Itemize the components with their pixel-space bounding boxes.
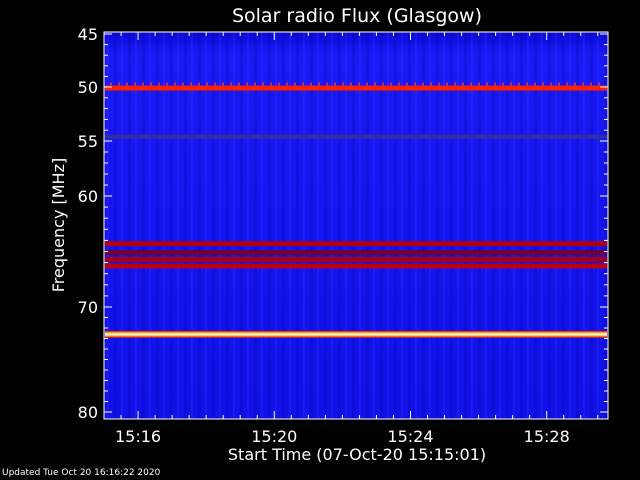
emission-band: [105, 330, 607, 338]
band-speckle: [182, 82, 184, 86]
y-tick-label: 70: [78, 298, 98, 317]
band-speckle: [342, 82, 344, 86]
band-speckle: [566, 82, 568, 86]
band-speckle: [558, 82, 560, 86]
band-speckle: [550, 82, 552, 86]
band-speckle: [166, 82, 168, 86]
band-speckle: [158, 82, 160, 86]
emission-bands: [105, 82, 607, 338]
emission-band: [105, 250, 607, 256]
band-speckle: [230, 82, 232, 86]
y-axis-label: Frequency [MHz]: [49, 158, 68, 292]
band-speckle: [302, 82, 304, 86]
band-speckle: [590, 82, 592, 86]
band-speckle: [198, 82, 200, 86]
band-speckle: [142, 82, 144, 86]
band-speckle: [318, 82, 320, 86]
band-speckle: [526, 82, 528, 86]
band-speckle: [134, 82, 136, 86]
emission-band: [105, 134, 607, 139]
band-speckle: [126, 82, 128, 86]
chart-title-text: Solar radio Flux (Glasgow): [232, 5, 482, 27]
updated-timestamp: Updated Tue Oct 20 16:16:22 2020: [2, 468, 161, 478]
band-speckle: [406, 82, 408, 86]
band-speckle: [278, 82, 280, 86]
band-speckle: [174, 82, 176, 86]
band-speckle: [534, 82, 536, 86]
band-speckle: [110, 82, 112, 86]
band-speckle: [270, 82, 272, 86]
x-axis-ticks: 15:16 15:20 15:24 15:28: [115, 32, 599, 446]
y-tick-label: 60: [78, 187, 98, 206]
band-speckle: [374, 82, 376, 86]
y-tick-label: 45: [78, 25, 98, 44]
band-speckle: [430, 82, 432, 86]
band-speckle: [222, 82, 224, 86]
band-speckle: [326, 82, 328, 86]
plot-area: [104, 32, 608, 419]
band-speckle: [358, 82, 360, 86]
band-speckle: [462, 82, 464, 86]
band-speckle: [518, 82, 520, 86]
band-speckle: [286, 82, 288, 86]
band-speckle: [206, 82, 208, 86]
band-speckle: [414, 82, 416, 86]
x-axis-label: Start Time (07-Oct-20 15:15:01): [228, 445, 486, 464]
band-speckle: [254, 82, 256, 86]
band-speckle: [598, 82, 600, 86]
band-speckle: [238, 82, 240, 86]
band-speckle: [502, 82, 504, 86]
band-speckle: [294, 82, 296, 86]
band-speckle: [310, 82, 312, 86]
emission-band: [105, 85, 607, 91]
band-speckle: [574, 82, 576, 86]
band-speckle: [150, 82, 152, 86]
band-speckle: [350, 82, 352, 86]
y-axis-ticks: 45 50 55 60 70 80: [78, 25, 608, 422]
y-tick-label: 50: [78, 78, 98, 97]
x-tick-label: 15:20: [251, 427, 297, 446]
emission-band: [105, 241, 607, 247]
y-tick-label: 55: [78, 132, 98, 151]
chart-title: Solar radio Flux (Glasgow): [232, 5, 482, 27]
band-speckle: [246, 82, 248, 86]
band-speckle: [470, 82, 472, 86]
band-speckle: [390, 82, 392, 86]
band-speckle: [510, 82, 512, 86]
emission-band: [105, 256, 607, 262]
band-speckle: [398, 82, 400, 86]
band-speckle: [382, 82, 384, 86]
band-speckle: [582, 82, 584, 86]
band-speckle: [438, 82, 440, 86]
band-speckle: [118, 82, 120, 86]
band-speckle: [478, 82, 480, 86]
emission-band: [105, 263, 607, 269]
band-speckle: [446, 82, 448, 86]
band-speckle: [262, 82, 264, 86]
band-speckle: [334, 82, 336, 86]
y-tick-label: 80: [78, 403, 98, 422]
band-speckle: [486, 82, 488, 86]
x-tick-label: 15:16: [115, 427, 161, 446]
vertical-texture: [104, 32, 608, 419]
x-tick-label: 15:28: [524, 427, 570, 446]
x-tick-label: 15:24: [387, 427, 433, 446]
band-speckle: [454, 82, 456, 86]
band-speckle: [494, 82, 496, 86]
band-speckle: [214, 82, 216, 86]
plot-frame: [103, 31, 609, 420]
band-speckle: [542, 82, 544, 86]
band-speckle: [422, 82, 424, 86]
band-speckle: [190, 82, 192, 86]
band-speckle: [366, 82, 368, 86]
axes: 45 50 55 60 70 80 15:16 15:20 15:24 15:28: [78, 25, 609, 446]
